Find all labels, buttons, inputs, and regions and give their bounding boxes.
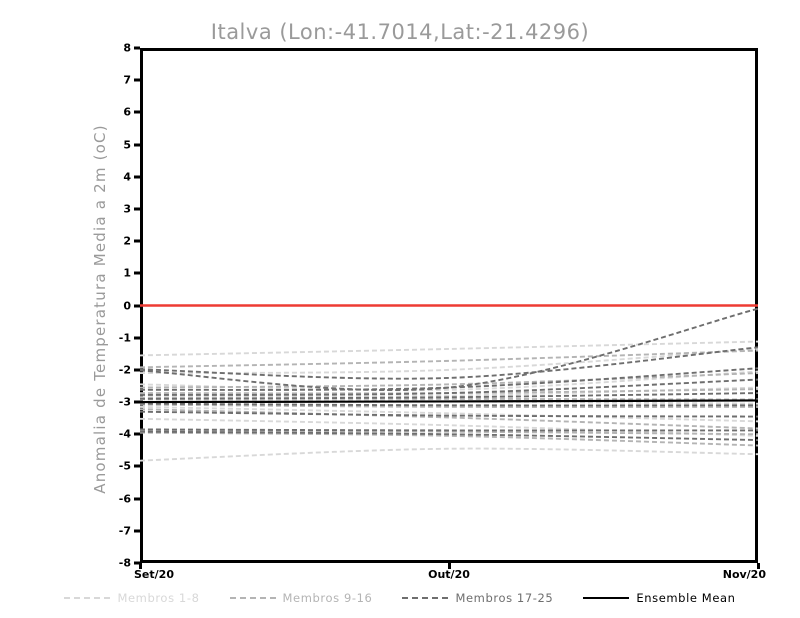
y-tick-mark (134, 271, 140, 275)
plot-area: 8 7 6 5 4 3 2 1 0 -1 -2 -3 -4 -5 -6 -7 -8 Set/20 Out/20 No… (119, 42, 766, 582)
y-tick-label: -2 (118, 363, 131, 377)
y-tick-label: -4 (118, 427, 131, 441)
y-tick-mark (134, 46, 140, 50)
legend-item[interactable]: Membros 9-16 (229, 591, 373, 605)
legend-label: Membros 9-16 (282, 591, 373, 605)
chart-title: Italva (Lon:-41.7014,Lat:-21.4296) (210, 20, 590, 44)
series-line (140, 307, 758, 392)
series-line (140, 405, 758, 423)
y-tick-label: -5 (118, 459, 131, 473)
series-line (140, 392, 758, 400)
y-tick-mark (134, 207, 140, 211)
series-line (140, 417, 758, 437)
legend-swatch-icon (583, 597, 630, 599)
legend-label: Membros 1-8 (117, 591, 200, 605)
y-tick-label: 8 (123, 41, 131, 55)
y-tick-mark (134, 368, 140, 372)
y-tick-label: 7 (123, 73, 131, 87)
series-line (140, 340, 758, 357)
y-tick-label: 0 (123, 299, 131, 312)
y-tick-mark (134, 78, 140, 82)
y-tick-mark (134, 464, 140, 468)
y-tick-label: -1 (118, 331, 131, 345)
legend-item[interactable]: Membros 1-8 (64, 591, 199, 605)
series-line (140, 378, 758, 396)
y-tick-mark (134, 336, 140, 340)
y-tick-label: -8 (118, 556, 131, 570)
y-axis-label: Anomalia de Temperatura Media a 2m (oC) (91, 124, 109, 494)
y-tick-mark (134, 143, 140, 147)
series-line (140, 367, 758, 391)
x-tick-mark (447, 563, 451, 569)
x-tick-label: Set/20 (134, 568, 174, 581)
y-tick-label: -7 (118, 524, 131, 538)
chart-legend: Membros 1-8 Membros 9-16 Membros 17-25 Ense… (0, 588, 800, 608)
y-tick-mark (134, 175, 140, 179)
series-line (140, 349, 758, 369)
legend-swatch-icon (64, 597, 111, 599)
legend-label: Membros 17-25 (455, 591, 554, 605)
series-line (140, 431, 758, 447)
series-line (140, 408, 758, 430)
y-tick-mark (134, 497, 140, 501)
y-tick-label: 4 (123, 170, 131, 184)
y-tick-mark (134, 304, 140, 307)
series-line (140, 386, 758, 399)
y-tick-label: 1 (123, 266, 131, 280)
series-line (140, 346, 758, 380)
series-line (140, 410, 758, 418)
series-line (140, 398, 758, 405)
legend-swatch-icon (229, 597, 276, 599)
series-line (140, 388, 758, 395)
series-lines (140, 304, 758, 462)
y-tick-label: 3 (123, 202, 131, 216)
series-line (140, 402, 758, 407)
legend-item[interactable]: Ensemble Mean (583, 591, 735, 605)
series-line (140, 372, 758, 389)
y-tick-label: 2 (123, 234, 131, 248)
series-line (140, 430, 758, 441)
x-tick-label: Nov/20 (722, 568, 766, 581)
legend-item[interactable]: Membros 17-25 (402, 591, 553, 605)
legend-label: Ensemble Mean (636, 591, 736, 605)
series-line (140, 403, 758, 409)
x-tick-mark (756, 563, 760, 569)
y-tick-label: 5 (123, 138, 131, 152)
y-tick-label: -3 (118, 395, 131, 409)
y-tick-mark (134, 432, 140, 436)
legend-swatch-icon (402, 597, 449, 599)
y-tick-label: -6 (118, 492, 131, 506)
x-tick-label: Out/20 (428, 568, 470, 581)
y-tick-mark (134, 561, 140, 565)
series-line (140, 429, 758, 436)
x-tick-mark (138, 563, 142, 569)
y-tick-label: 6 (123, 105, 131, 119)
y-tick-mark (134, 239, 140, 243)
series-line (140, 399, 758, 404)
y-tick-mark (134, 110, 140, 114)
y-tick-mark (134, 400, 140, 404)
y-tick-mark (134, 529, 140, 533)
series-line (140, 428, 758, 432)
series-line (140, 447, 758, 462)
